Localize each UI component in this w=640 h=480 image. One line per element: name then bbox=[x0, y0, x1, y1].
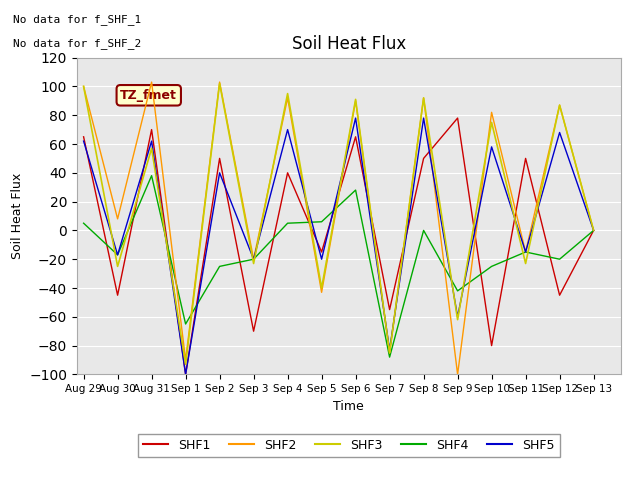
Y-axis label: Soil Heat Flux: Soil Heat Flux bbox=[10, 173, 24, 259]
X-axis label: Time: Time bbox=[333, 400, 364, 413]
Legend: SHF1, SHF2, SHF3, SHF4, SHF5: SHF1, SHF2, SHF3, SHF4, SHF5 bbox=[138, 434, 560, 457]
Text: TZ_fmet: TZ_fmet bbox=[120, 89, 177, 102]
Text: No data for f_SHF_1: No data for f_SHF_1 bbox=[13, 14, 141, 25]
Title: Soil Heat Flux: Soil Heat Flux bbox=[292, 35, 406, 53]
Text: No data for f_SHF_2: No data for f_SHF_2 bbox=[13, 38, 141, 49]
